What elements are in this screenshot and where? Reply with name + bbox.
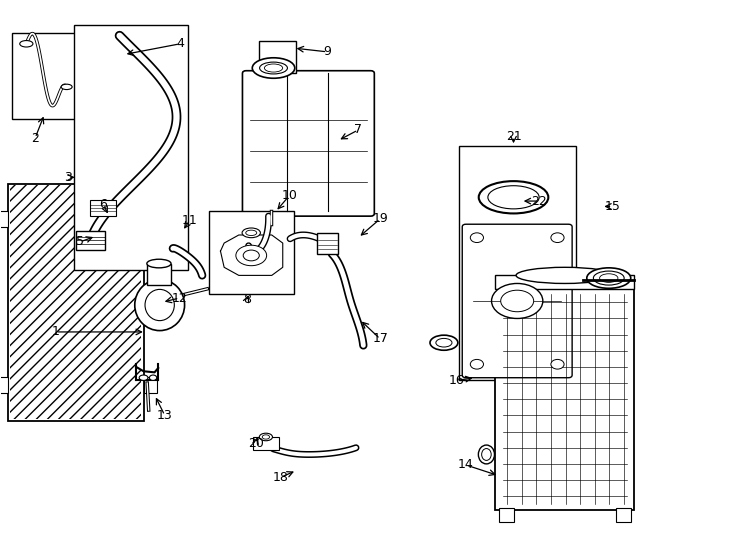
Text: 13: 13 (157, 409, 172, 422)
Ellipse shape (470, 233, 484, 242)
Bar (209, 211, 294, 294)
Bar (76, 231, 105, 250)
Bar (459, 146, 575, 380)
Ellipse shape (501, 290, 534, 312)
Text: 11: 11 (182, 214, 197, 227)
Bar (252, 437, 279, 450)
Bar (144, 377, 157, 393)
Text: 14: 14 (458, 458, 473, 471)
Ellipse shape (551, 360, 564, 369)
Text: 6: 6 (99, 198, 107, 211)
Ellipse shape (479, 181, 548, 213)
Text: 21: 21 (506, 130, 521, 143)
Text: 20: 20 (247, 437, 264, 450)
Text: 17: 17 (372, 333, 388, 346)
Ellipse shape (593, 271, 624, 285)
Text: 5: 5 (76, 235, 84, 248)
Text: 3: 3 (64, 171, 72, 184)
Ellipse shape (600, 274, 618, 282)
Ellipse shape (586, 268, 631, 288)
Text: 19: 19 (372, 212, 388, 225)
Ellipse shape (259, 433, 272, 441)
Bar (8, 184, 144, 421)
Text: 9: 9 (324, 45, 331, 58)
Ellipse shape (430, 335, 458, 350)
Ellipse shape (145, 289, 174, 321)
Ellipse shape (20, 40, 33, 47)
Ellipse shape (482, 449, 491, 461)
Ellipse shape (479, 445, 495, 464)
Bar (258, 41, 296, 73)
Ellipse shape (470, 360, 484, 369)
Bar (90, 200, 116, 216)
Ellipse shape (488, 186, 539, 209)
Ellipse shape (436, 339, 452, 347)
Bar (495, 289, 634, 510)
Ellipse shape (147, 259, 171, 268)
Text: 1: 1 (51, 326, 59, 339)
Text: 10: 10 (281, 189, 297, 202)
FancyBboxPatch shape (462, 224, 572, 377)
Ellipse shape (264, 64, 283, 72)
Text: 12: 12 (172, 292, 187, 305)
Polygon shape (220, 235, 283, 275)
Ellipse shape (135, 279, 184, 330)
Bar (144, 211, 157, 227)
Ellipse shape (252, 58, 295, 78)
Bar (317, 233, 338, 254)
Bar (499, 508, 514, 522)
Ellipse shape (236, 245, 266, 266)
Text: 16: 16 (448, 374, 464, 387)
Bar (0, 211, 8, 227)
Ellipse shape (242, 228, 261, 238)
Ellipse shape (243, 250, 259, 261)
Text: 22: 22 (531, 194, 547, 207)
Ellipse shape (260, 62, 288, 74)
Bar (10, 185, 142, 419)
FancyBboxPatch shape (242, 71, 374, 216)
Bar (12, 33, 81, 119)
Bar (0, 377, 8, 393)
Bar (495, 275, 634, 289)
Text: 7: 7 (355, 124, 362, 137)
Bar (616, 508, 631, 522)
Text: 2: 2 (31, 132, 39, 145)
Ellipse shape (262, 435, 269, 439)
Ellipse shape (516, 267, 614, 284)
Text: 8: 8 (243, 293, 251, 306)
Ellipse shape (61, 84, 72, 90)
Bar (74, 25, 187, 270)
Ellipse shape (139, 375, 148, 380)
Ellipse shape (551, 233, 564, 242)
Ellipse shape (150, 375, 157, 380)
Text: 18: 18 (272, 471, 288, 484)
Text: 15: 15 (605, 200, 620, 213)
Text: 4: 4 (176, 37, 184, 50)
Ellipse shape (246, 230, 257, 235)
Bar (148, 264, 172, 285)
Ellipse shape (492, 284, 543, 319)
